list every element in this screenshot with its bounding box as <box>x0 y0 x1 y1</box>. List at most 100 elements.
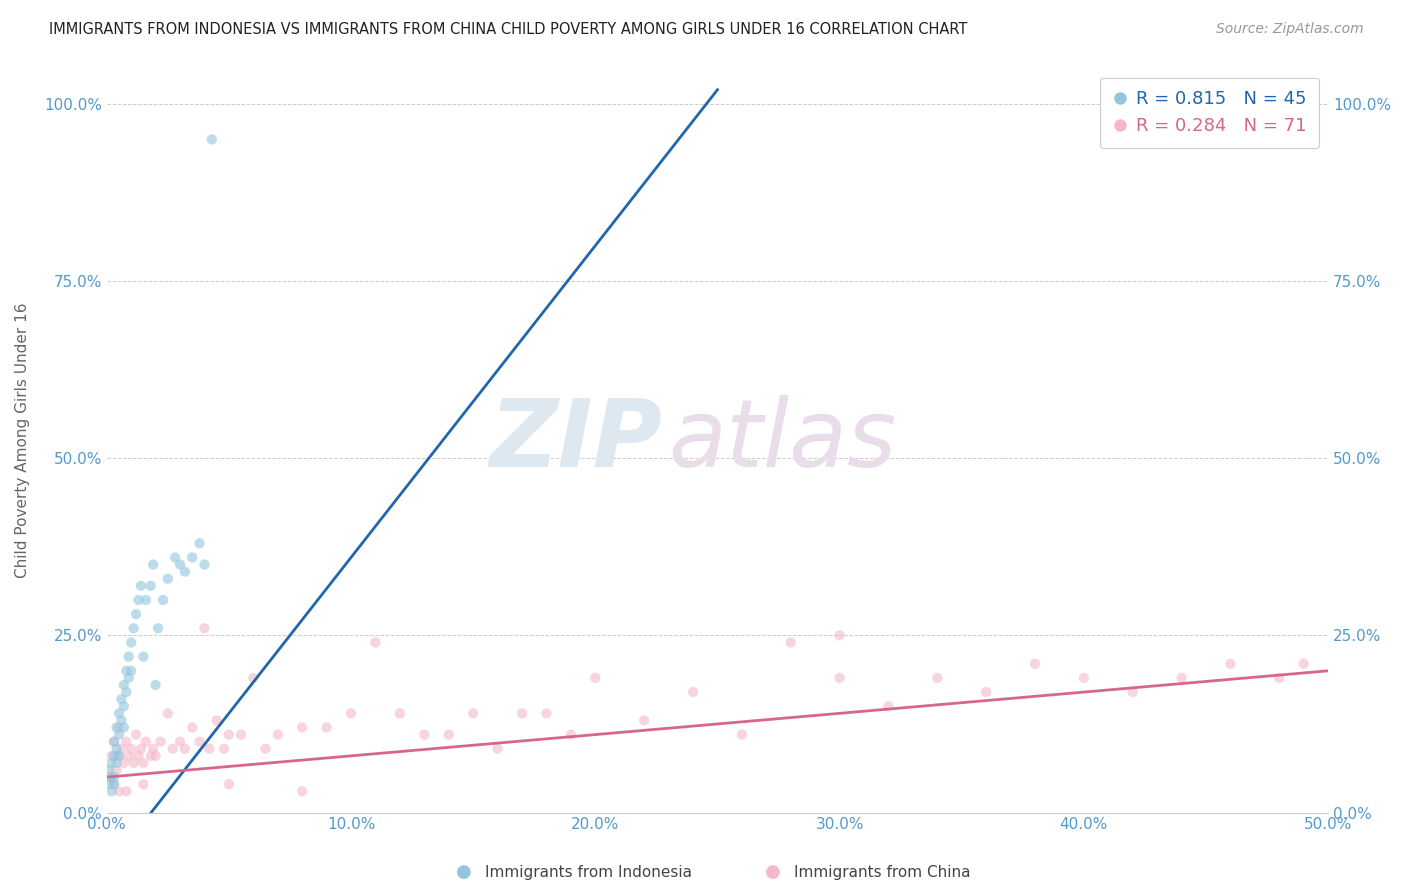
Point <box>110 741 132 756</box>
Point <box>105 721 128 735</box>
Point <box>291 784 314 798</box>
Point <box>149 734 172 748</box>
Point <box>162 741 184 756</box>
Y-axis label: Child Poverty Among Girls Under 16: Child Poverty Among Girls Under 16 <box>15 302 30 578</box>
Point <box>112 699 135 714</box>
Point <box>120 664 142 678</box>
Point <box>115 664 138 678</box>
Point <box>682 685 704 699</box>
Text: Immigrants from China: Immigrants from China <box>794 865 972 880</box>
Point <box>145 678 167 692</box>
Point <box>118 649 141 664</box>
Point <box>139 579 162 593</box>
Point <box>212 741 235 756</box>
Point <box>103 734 125 748</box>
Point <box>165 550 187 565</box>
Point <box>103 777 125 791</box>
Point <box>108 706 131 721</box>
Point <box>1024 657 1046 671</box>
Legend: R = 0.815   N = 45, R = 0.284   N = 71: R = 0.815 N = 45, R = 0.284 N = 71 <box>1099 78 1319 148</box>
Point <box>169 734 191 748</box>
Point <box>731 728 754 742</box>
Point <box>463 706 485 721</box>
Point <box>112 678 135 692</box>
Point <box>112 721 135 735</box>
Point <box>100 784 122 798</box>
Point <box>254 741 277 756</box>
Point <box>112 756 135 770</box>
Point <box>132 777 155 791</box>
Point <box>120 741 142 756</box>
Point <box>142 741 165 756</box>
Point <box>132 756 155 770</box>
Point <box>927 671 949 685</box>
Point <box>583 671 606 685</box>
Point <box>98 777 121 791</box>
Point <box>560 728 582 742</box>
Point <box>139 748 162 763</box>
Point <box>1122 685 1144 699</box>
Point <box>115 685 138 699</box>
Point <box>98 763 121 777</box>
Point <box>100 770 122 784</box>
Point <box>142 558 165 572</box>
Point <box>135 593 157 607</box>
Point <box>828 628 851 642</box>
Point <box>146 621 169 635</box>
Point <box>103 770 125 784</box>
Point <box>105 756 128 770</box>
Point <box>437 728 460 742</box>
Point <box>201 132 224 146</box>
Point <box>340 706 363 721</box>
Point <box>122 621 145 635</box>
Point <box>1292 657 1315 671</box>
Point <box>108 784 131 798</box>
Point <box>129 579 152 593</box>
Point <box>105 741 128 756</box>
Point <box>108 748 131 763</box>
Point <box>536 706 558 721</box>
Point <box>108 721 131 735</box>
Point <box>242 671 264 685</box>
Point <box>135 734 157 748</box>
Point <box>128 593 150 607</box>
Point <box>110 714 132 728</box>
Point <box>169 558 191 572</box>
Point <box>205 714 228 728</box>
Text: Immigrants from Indonesia: Immigrants from Indonesia <box>485 865 692 880</box>
Point <box>193 558 215 572</box>
Point <box>828 671 851 685</box>
Point <box>156 706 179 721</box>
Point <box>108 728 131 742</box>
Point <box>779 635 801 649</box>
Point <box>174 565 197 579</box>
Point <box>974 685 997 699</box>
Point <box>188 536 211 550</box>
Point <box>100 748 122 763</box>
Point <box>267 728 290 742</box>
Point <box>486 741 509 756</box>
Point <box>181 550 204 565</box>
Point <box>1170 671 1192 685</box>
Point <box>315 721 337 735</box>
Point <box>100 756 122 770</box>
Text: ●: ● <box>456 863 472 881</box>
Point <box>103 748 125 763</box>
Point <box>633 714 655 728</box>
Point <box>198 741 221 756</box>
Point <box>174 741 197 756</box>
Point <box>105 763 128 777</box>
Point <box>156 572 179 586</box>
Point <box>364 635 387 649</box>
Point <box>103 777 125 791</box>
Point <box>1219 657 1241 671</box>
Point <box>110 692 132 706</box>
Point <box>218 777 240 791</box>
Point <box>291 721 314 735</box>
Point <box>125 607 148 621</box>
Text: Source: ZipAtlas.com: Source: ZipAtlas.com <box>1216 22 1364 37</box>
Text: atlas: atlas <box>669 395 897 486</box>
Point <box>145 748 167 763</box>
Point <box>193 621 215 635</box>
Point <box>103 734 125 748</box>
